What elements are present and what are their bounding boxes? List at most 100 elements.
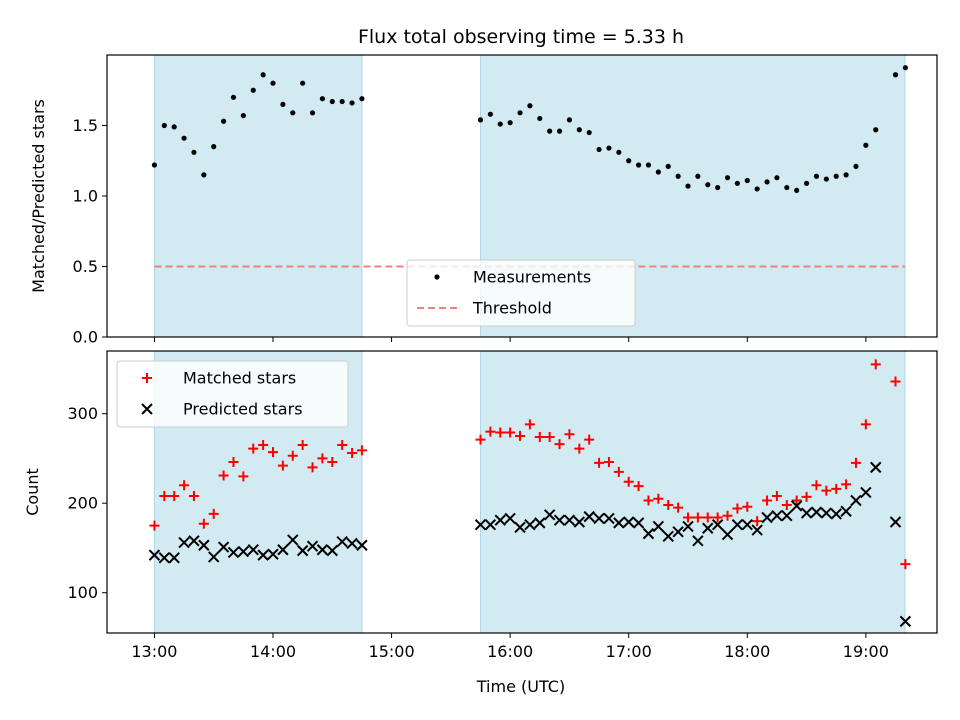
predicted-star-point xyxy=(583,510,595,523)
predicted-star-point xyxy=(692,535,704,547)
measurement-point xyxy=(774,175,780,181)
count-panel: 100 200 300 13:00 14:00 15:00 16:00 17:00 18:00 1… xyxy=(67,350,938,661)
predicted-star-point xyxy=(613,517,625,529)
legend-box xyxy=(406,259,636,327)
matched-star-point xyxy=(208,508,219,519)
matched-star-point xyxy=(623,476,634,487)
y-tick-label: 0.5 xyxy=(73,257,98,276)
matched-star-point xyxy=(712,512,723,523)
measurement-point xyxy=(655,169,661,175)
matched-star-point xyxy=(258,440,269,450)
predicted-star-point xyxy=(662,530,674,543)
measurement-point xyxy=(645,162,652,168)
measurement-point xyxy=(734,180,741,186)
matched-star-point xyxy=(732,503,743,514)
measurement-point xyxy=(665,163,671,169)
predicted-stars-series xyxy=(148,461,912,628)
x-axis-label: Time (UTC) xyxy=(476,677,565,696)
matched-star-point xyxy=(317,453,328,464)
predicted-star-point xyxy=(711,518,724,531)
measurement-point xyxy=(902,65,908,71)
matched-star-point xyxy=(268,447,278,458)
matched-star-point xyxy=(683,512,693,523)
predicted-star-point xyxy=(474,518,487,531)
matched-star-point xyxy=(692,512,703,523)
x-tick-label: 18:00 xyxy=(724,642,770,661)
x-tick-label: 15:00 xyxy=(369,642,415,661)
ratio-panel: 0.0 0.5 1.0 1.5 Measurements Threshold xyxy=(73,54,938,347)
measurement-point xyxy=(497,121,503,127)
legend-matched-marker xyxy=(142,373,152,383)
x-tick-label: 14:00 xyxy=(250,642,296,661)
predicted-star-point xyxy=(524,518,536,531)
measurement-point xyxy=(606,145,612,151)
matched-star-point xyxy=(811,480,822,491)
predicted-star-point xyxy=(771,510,783,522)
predicted-star-point xyxy=(563,514,576,526)
measurement-point xyxy=(892,72,899,78)
y-tick-label: 1.5 xyxy=(73,116,98,135)
predicted-star-point xyxy=(277,544,289,556)
predicted-star-point xyxy=(721,528,734,541)
matched-star-point xyxy=(850,457,861,468)
matched-star-point xyxy=(327,457,338,468)
matched-star-point xyxy=(248,443,259,454)
measurement-point xyxy=(744,177,750,184)
measurement-point xyxy=(823,176,829,182)
measurement-point xyxy=(863,142,869,148)
measurement-point xyxy=(576,127,582,133)
measurement-point xyxy=(803,180,810,186)
legend-box xyxy=(116,360,349,428)
measurement-point xyxy=(270,80,276,86)
predicted-star-point xyxy=(267,548,279,560)
predicted-star-point xyxy=(899,615,912,628)
observing-window-1 xyxy=(153,54,363,338)
measurement-point xyxy=(230,94,237,100)
predicted-star-point xyxy=(850,494,862,507)
measurement-point xyxy=(240,113,246,119)
matched-star-point xyxy=(238,471,249,482)
measurement-point xyxy=(151,162,158,168)
measurement-point xyxy=(181,135,187,141)
matched-star-point xyxy=(475,434,486,445)
matched-star-point xyxy=(287,450,298,461)
matched-star-point xyxy=(603,457,614,468)
measurement-point xyxy=(566,117,573,123)
measurement-point xyxy=(309,110,316,116)
measurement-point xyxy=(191,149,197,155)
ratio-y-axis-label: Matched/Predicted stars xyxy=(29,99,48,293)
matched-star-point xyxy=(277,460,288,471)
predicted-star-point xyxy=(188,535,200,547)
predicted-star-point xyxy=(198,539,210,551)
predicted-star-point xyxy=(889,516,902,528)
matched-star-point xyxy=(900,559,911,570)
matched-star-point xyxy=(821,485,832,496)
matched-star-point xyxy=(841,479,852,490)
measurement-point xyxy=(764,179,770,185)
measurement-point xyxy=(487,111,493,117)
count-y-axis-label: Count xyxy=(23,468,42,516)
matched-star-point xyxy=(653,493,664,504)
matched-star-point xyxy=(188,491,199,502)
predicted-star-point xyxy=(870,461,882,474)
predicted-star-point xyxy=(623,516,635,528)
matched-star-point xyxy=(544,431,555,442)
predicted-star-point xyxy=(573,516,586,528)
predicted-star-point xyxy=(217,541,230,553)
matched-star-point xyxy=(198,518,209,529)
matched-star-point xyxy=(564,429,575,440)
predicted-star-point xyxy=(227,546,240,559)
x-tick-label: 16:00 xyxy=(487,642,533,661)
matched-star-point xyxy=(801,491,812,502)
predicted-star-point xyxy=(702,522,714,534)
predicted-star-point xyxy=(148,549,161,561)
measurement-point xyxy=(635,162,642,168)
predicted-star-point xyxy=(356,539,368,551)
y-tick-label: 1.0 xyxy=(73,187,98,206)
predicted-star-point xyxy=(247,544,259,556)
matched-star-point xyxy=(762,495,773,506)
legend-measurement-marker xyxy=(434,274,440,280)
matched-star-point xyxy=(663,499,674,510)
measurement-point xyxy=(290,110,296,116)
measurement-point xyxy=(873,127,879,133)
